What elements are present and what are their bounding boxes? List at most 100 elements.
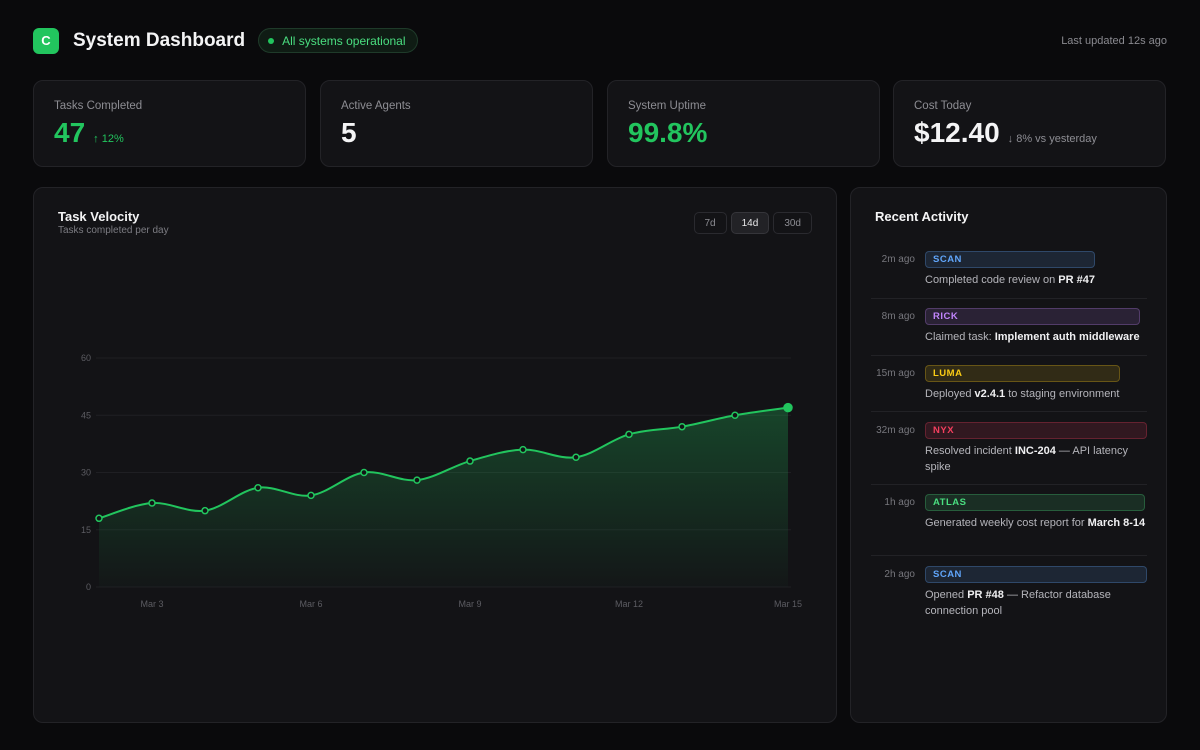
- range-30d-button[interactable]: 30d: [773, 212, 812, 234]
- stat-label: System Uptime: [628, 100, 706, 112]
- range-selector: 7d 14d 30d: [693, 212, 812, 234]
- x-tick-label: Mar 12: [615, 599, 643, 609]
- activity-time: 2h ago: [884, 569, 915, 580]
- y-tick-label: 15: [81, 525, 91, 535]
- y-tick-label: 0: [86, 582, 91, 592]
- stat-card-uptime: System Uptime 99.8%: [607, 80, 880, 167]
- activity-description: Claimed task: Implement auth middleware: [925, 329, 1140, 345]
- x-tick-label: Mar 15: [774, 599, 802, 609]
- stat-value: 99.8%: [628, 117, 708, 148]
- stat-value: 47: [54, 117, 86, 148]
- last-updated: Last updated 12s ago: [1061, 34, 1167, 47]
- activity-description: Opened PR #48 — Refactor database connec…: [925, 587, 1147, 619]
- range-14d-button[interactable]: 14d: [730, 212, 770, 234]
- area-fill: [99, 407, 788, 587]
- chart-title: Task Velocity: [58, 209, 140, 224]
- task-velocity-panel: Task Velocity Tasks completed per day 7d…: [33, 187, 837, 723]
- desc-highlight: v2.4.1: [974, 388, 1006, 400]
- desc-text: Deployed: [925, 388, 975, 400]
- agent-badge[interactable]: ATLAS: [925, 494, 1146, 511]
- desc-text: to staging environment: [1005, 388, 1120, 400]
- desc-text: Completed code review on: [925, 274, 1059, 286]
- desc-text: — Refactor database connection pool: [925, 589, 1111, 617]
- stat-card-agents: Active Agents 5: [320, 80, 593, 167]
- stat-label: Tasks Completed: [54, 100, 143, 112]
- range-7d-button[interactable]: 7d: [693, 212, 727, 234]
- activity-description: Generated weekly cost report for March 8…: [925, 515, 1145, 531]
- agent-badge[interactable]: LUMA: [925, 365, 1120, 382]
- desc-highlight: INC-204: [1014, 445, 1056, 457]
- divider: [871, 555, 1147, 556]
- divider: [871, 484, 1147, 485]
- activity-item[interactable]: 15m ago LUMA Deployed v2.4.1 to staging …: [871, 365, 1147, 402]
- desc-highlight: Implement auth middleware: [994, 331, 1140, 343]
- y-tick-label: 45: [81, 410, 91, 420]
- activity-time: 1h ago: [884, 497, 915, 508]
- activity-time: 8m ago: [881, 311, 915, 322]
- velocity-chart: 0 15 30 45 60 Mar 3 Mar 6 Mar 9 Mar 12 Mar 15: [81, 353, 802, 609]
- data-point[interactable]: [413, 476, 421, 484]
- data-point[interactable]: [783, 402, 793, 413]
- desc-highlight: PR #48: [967, 589, 1004, 601]
- data-point[interactable]: [307, 491, 315, 500]
- data-point[interactable]: [254, 484, 262, 492]
- desc-text: Claimed task:: [925, 331, 995, 343]
- status-text: All systems operational: [282, 33, 406, 48]
- activity-item[interactable]: 8m ago RICK Claimed task: Implement auth…: [871, 308, 1147, 345]
- data-point[interactable]: [625, 430, 633, 439]
- stat-value: $12.40: [914, 117, 1000, 148]
- agent-badge[interactable]: NYX: [925, 422, 1147, 439]
- stat-label: Active Agents: [341, 100, 411, 112]
- x-tick-label: Mar 6: [299, 599, 322, 609]
- agent-badge[interactable]: SCAN: [925, 566, 1147, 583]
- agent-badge[interactable]: RICK: [925, 308, 1140, 325]
- app-logo[interactable]: C: [33, 27, 59, 54]
- x-tick-label: Mar 3: [140, 599, 163, 609]
- x-tick-label: Mar 9: [458, 599, 481, 609]
- header: C System Dashboard All systems operation…: [33, 27, 1167, 54]
- data-point[interactable]: [572, 453, 580, 461]
- desc-text: Generated weekly cost report for: [925, 517, 1088, 529]
- stat-card-cost: Cost Today $12.40 ↓ 8% vs yesterday: [893, 80, 1166, 167]
- status-dot-icon: [268, 37, 275, 44]
- data-point[interactable]: [519, 445, 527, 454]
- stat-label: Cost Today: [914, 100, 972, 112]
- data-point[interactable]: [148, 499, 156, 507]
- stat-delta: ↓ 8% vs yesterday: [1007, 133, 1097, 145]
- desc-text: — API latency spike: [925, 445, 1129, 473]
- activity-description: Resolved incident INC-204 — API latency …: [925, 443, 1147, 475]
- divider: [871, 298, 1147, 299]
- activity-time: 32m ago: [876, 425, 915, 436]
- agent-badge[interactable]: SCAN: [925, 251, 1095, 268]
- activity-item[interactable]: 32m ago NYX Resolved incident INC-204 — …: [871, 422, 1147, 475]
- data-point[interactable]: [95, 514, 103, 523]
- activity-item[interactable]: 2h ago SCAN Opened PR #48 — Refactor dat…: [871, 566, 1147, 619]
- status-badge: All systems operational: [258, 28, 418, 53]
- stat-value: 5: [341, 117, 357, 148]
- recent-activity-panel: Recent Activity 2m ago SCAN Completed co…: [850, 187, 1167, 723]
- activity-description: Deployed v2.4.1 to staging environment: [925, 386, 1120, 402]
- activity-time: 2m ago: [881, 254, 915, 265]
- chart-subtitle: Tasks completed per day: [58, 225, 169, 236]
- activity-time: 15m ago: [876, 368, 915, 379]
- desc-highlight: PR #47: [1058, 274, 1095, 286]
- y-tick-label: 30: [81, 468, 91, 478]
- desc-text: Resolved incident: [925, 445, 1015, 457]
- data-point[interactable]: [731, 411, 739, 419]
- data-point[interactable]: [201, 506, 209, 515]
- series-line: [98, 406, 789, 520]
- activity-item[interactable]: 1h ago ATLAS Generated weekly cost repor…: [871, 494, 1147, 531]
- stat-card-tasks: Tasks Completed 47 ↑ 12%: [33, 80, 306, 167]
- desc-highlight: March 8-14: [1087, 517, 1146, 529]
- divider: [871, 411, 1147, 412]
- data-point[interactable]: [678, 422, 686, 431]
- page-title: System Dashboard: [73, 29, 246, 51]
- stat-delta: ↑ 12%: [93, 133, 124, 145]
- desc-text: Opened: [925, 589, 968, 601]
- activity-description: Completed code review on PR #47: [925, 272, 1095, 288]
- activity-item[interactable]: 2m ago SCAN Completed code review on PR …: [871, 251, 1147, 288]
- data-point[interactable]: [360, 468, 368, 477]
- activity-title: Recent Activity: [875, 209, 969, 224]
- data-point[interactable]: [466, 457, 474, 465]
- divider: [871, 355, 1147, 356]
